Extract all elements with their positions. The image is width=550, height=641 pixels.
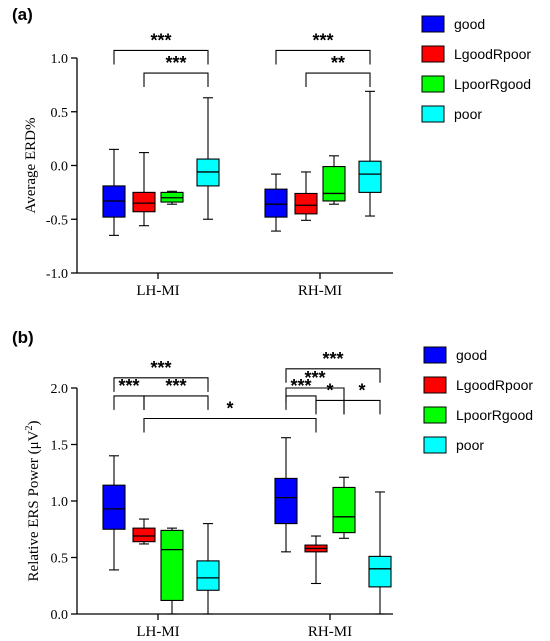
box-poor-RH-MI bbox=[368, 491, 392, 615]
significance-label: *** bbox=[312, 30, 333, 50]
legend-swatch bbox=[421, 75, 445, 93]
y-axis-title-sup: 2 bbox=[24, 426, 35, 431]
y-tick-label: 1.0 bbox=[51, 52, 69, 67]
y-tick-label: 0.5 bbox=[51, 106, 69, 121]
box-LpoorRgood-LH-MI bbox=[160, 527, 184, 615]
significance-bracket bbox=[305, 72, 371, 88]
y-axis-title: Average ERD% bbox=[23, 118, 39, 214]
significance-bracket bbox=[275, 49, 371, 65]
panel-a: (a) -1.0 -0.5 0.0 0.5 1.0 Average ERD% LH-MI RH-… bbox=[12, 5, 531, 299]
y-axis-title: Relative ERS Power (μV2) bbox=[24, 421, 42, 582]
legend-label: LpoorRgood bbox=[456, 407, 533, 423]
x-category-label: RH-MI bbox=[298, 283, 342, 299]
box-LpoorRgood-RH-MI bbox=[322, 155, 346, 205]
box-iqr bbox=[132, 191, 156, 213]
significance-bracket bbox=[343, 399, 381, 415]
box-iqr bbox=[322, 166, 346, 202]
box-iqr bbox=[368, 555, 392, 588]
box-iqr bbox=[196, 560, 220, 591]
legend-label: good bbox=[456, 347, 487, 363]
y-tick-label: 2.0 bbox=[51, 382, 69, 397]
significance-label: *** bbox=[322, 349, 343, 369]
significance-label: *** bbox=[165, 376, 186, 396]
legend-swatch bbox=[423, 346, 447, 364]
box-good-LH-MI bbox=[102, 455, 126, 571]
significance-label: * bbox=[358, 380, 365, 400]
significance-bracket bbox=[285, 368, 381, 383]
significance-bracket bbox=[285, 395, 317, 410]
box-good-RH-MI bbox=[264, 173, 288, 232]
legend-label: poor bbox=[454, 106, 482, 122]
x-category-label: LH-MI bbox=[136, 283, 179, 299]
legend-label: good bbox=[454, 16, 485, 32]
legend-label: LgoodRpoor bbox=[456, 377, 533, 393]
legend-label: LpoorRgood bbox=[454, 76, 531, 92]
box-good-RH-MI bbox=[274, 437, 298, 553]
box-LpoorRgood-RH-MI bbox=[332, 476, 356, 539]
significance-bracket bbox=[113, 49, 209, 65]
y-tick-label: 1.0 bbox=[51, 495, 69, 510]
significance-label: *** bbox=[304, 368, 325, 388]
significance-label: * bbox=[226, 399, 233, 419]
significance-label: *** bbox=[150, 30, 171, 50]
box-good-LH-MI bbox=[102, 148, 126, 236]
box-poor-LH-MI bbox=[196, 97, 220, 220]
legend-swatch bbox=[423, 406, 447, 424]
box-iqr bbox=[264, 188, 288, 218]
box-iqr bbox=[358, 160, 382, 193]
significance-label: *** bbox=[118, 376, 139, 396]
y-axis-title-end: ) bbox=[26, 421, 42, 426]
significance-label: *** bbox=[290, 376, 311, 396]
significance-label: *** bbox=[150, 358, 171, 378]
box-LpoorRgood-LH-MI bbox=[160, 190, 184, 205]
box-iqr bbox=[294, 192, 318, 215]
legend-swatch bbox=[421, 105, 445, 123]
panel-label: (a) bbox=[12, 5, 33, 24]
y-tick-label: -1.0 bbox=[46, 267, 68, 282]
significance-bracket bbox=[315, 399, 345, 415]
significance-bracket bbox=[143, 395, 209, 410]
box-poor-RH-MI bbox=[358, 90, 382, 217]
box-iqr bbox=[102, 484, 126, 530]
y-tick-label: 0.0 bbox=[51, 608, 69, 623]
y-tick-label: 1.5 bbox=[51, 439, 69, 454]
significance-label: ** bbox=[331, 53, 345, 73]
box-poor-LH-MI bbox=[196, 523, 220, 615]
x-category-label: LH-MI bbox=[136, 624, 179, 640]
box-iqr bbox=[332, 486, 356, 534]
legend-swatch bbox=[423, 436, 447, 454]
legend-label: poor bbox=[456, 437, 484, 453]
significance-bracket bbox=[113, 377, 209, 392]
panel-b: (b) 0.0 0.5 1.0 1.5 2.0 Relative ERS Power (μV… bbox=[12, 328, 533, 640]
box-iqr bbox=[132, 527, 156, 543]
significance-label: * bbox=[326, 380, 333, 400]
y-tick-label: 0.0 bbox=[51, 160, 69, 175]
significance-bracket bbox=[113, 395, 145, 410]
panel-label: (b) bbox=[12, 328, 34, 347]
box-LgoodRpoor-LH-MI bbox=[132, 518, 156, 545]
box-LgoodRpoor-RH-MI bbox=[294, 171, 318, 221]
legend-label: LgoodRpoor bbox=[454, 46, 531, 62]
box-LgoodRpoor-RH-MI bbox=[304, 535, 328, 585]
significance-bracket bbox=[285, 387, 345, 402]
x-category-label: RH-MI bbox=[308, 624, 352, 640]
y-axis-title-main: Relative ERS Power (μV bbox=[26, 430, 42, 581]
legend-swatch bbox=[421, 15, 445, 33]
box-iqr bbox=[274, 477, 298, 525]
significance-label: *** bbox=[165, 53, 186, 73]
significance-bracket bbox=[143, 72, 209, 88]
y-tick-label: -0.5 bbox=[46, 213, 68, 228]
y-tick-label: 0.5 bbox=[51, 552, 69, 567]
legend-swatch bbox=[421, 45, 445, 63]
box-iqr bbox=[160, 529, 184, 601]
box-LgoodRpoor-LH-MI bbox=[132, 152, 156, 227]
legend-swatch bbox=[423, 376, 447, 394]
significance-bracket bbox=[143, 417, 317, 433]
